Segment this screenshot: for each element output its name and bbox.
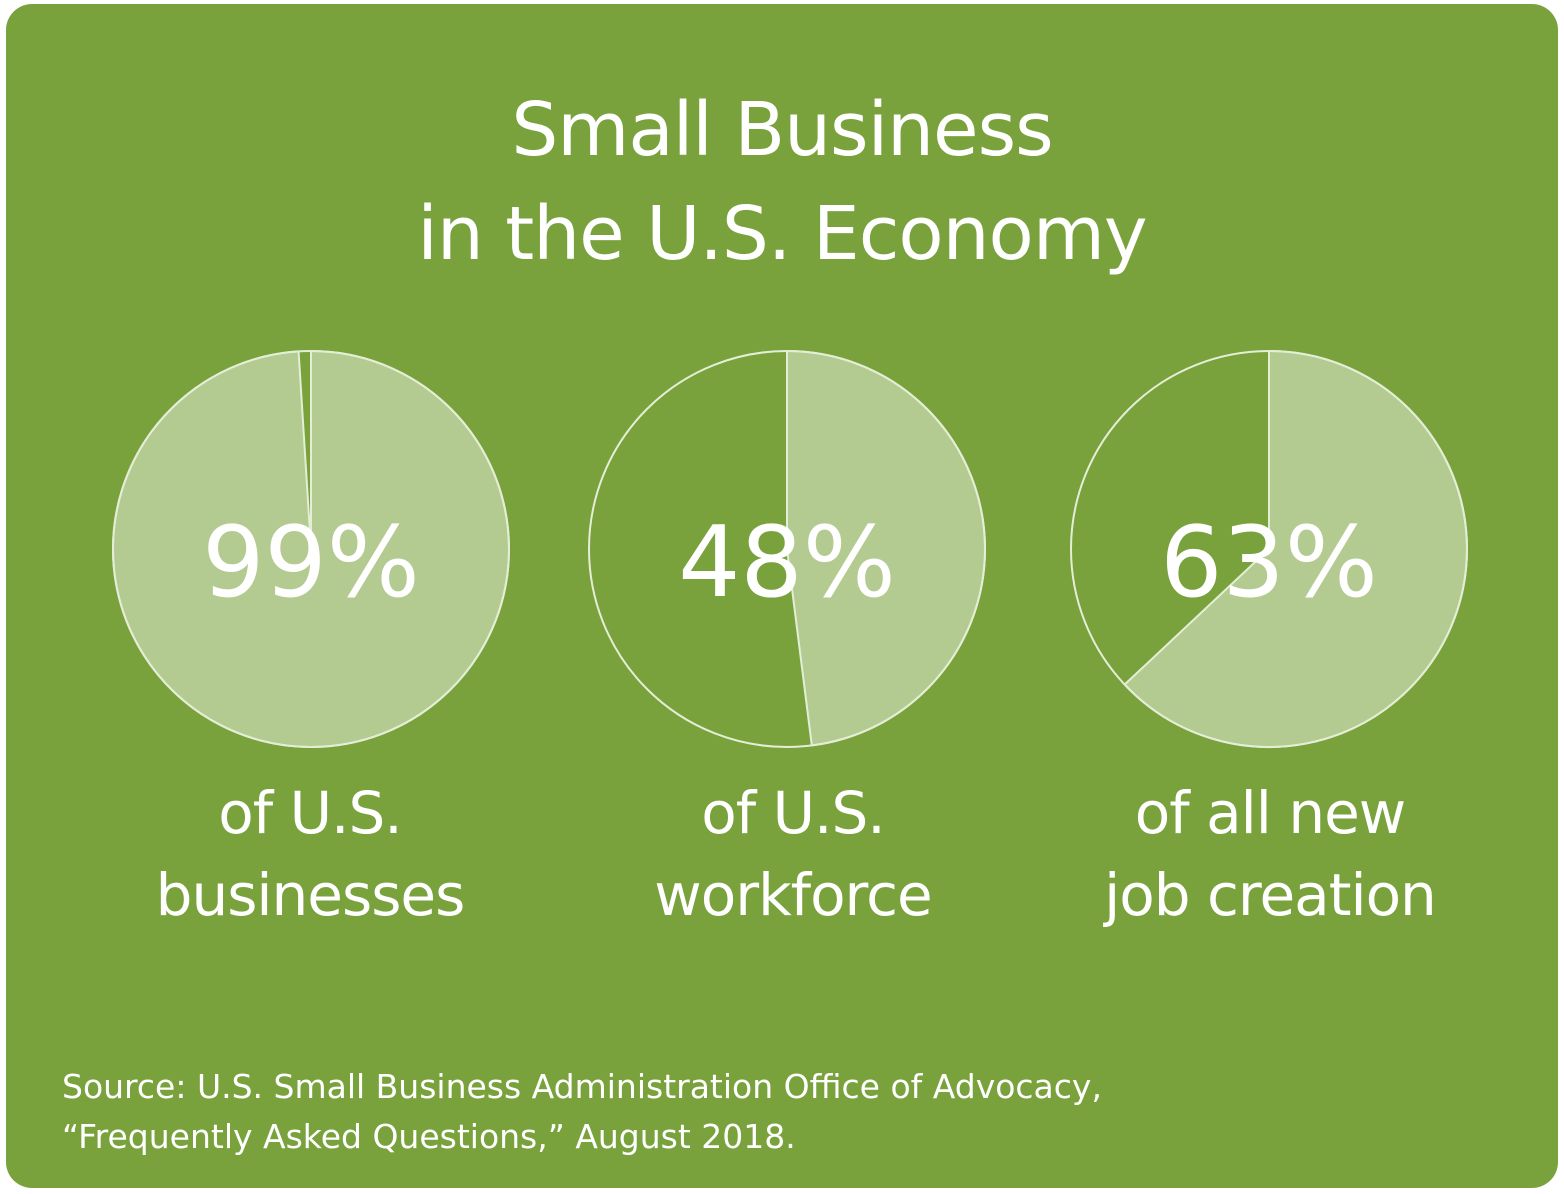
chart-title: Small Business in the U.S. Economy [6, 78, 1558, 286]
pie-job-creation: 63% [1070, 350, 1468, 748]
pie-job-creation-outline [1070, 350, 1468, 748]
source-note: Source: U.S. Small Business Administrati… [62, 1062, 1102, 1162]
infographic-card: Small Business in the U.S. Economy 99% 48… [6, 4, 1558, 1188]
pie-workforce-percent-label: 48% [678, 506, 896, 620]
caption-job-creation-line-2: job creation [1104, 861, 1437, 929]
title-line-1: Small Business [511, 87, 1053, 173]
pie-businesses-percent-label: 99% [202, 506, 420, 620]
pie-businesses: 99% [112, 350, 510, 748]
title-line-2: in the U.S. Economy [417, 191, 1147, 277]
pie-job-creation-percent-label: 63% [1160, 506, 1378, 620]
caption-workforce-line-2: workforce [654, 861, 932, 929]
pie-businesses-outline [112, 350, 510, 748]
source-line-1: Source: U.S. Small Business Administrati… [62, 1067, 1102, 1106]
caption-businesses-line-2: businesses [155, 861, 466, 929]
source-line-2: “Frequently Asked Questions,” August 201… [62, 1117, 796, 1156]
pie-workforce-outline [588, 350, 986, 748]
pie-charts: 99% 48% 63% [112, 350, 1468, 748]
caption-businesses-line-1: of U.S. [218, 779, 402, 847]
pie-workforce: 48% [588, 350, 986, 748]
caption-businesses: of U.S. businesses [90, 772, 530, 936]
caption-workforce: of U.S. workforce [573, 772, 1013, 936]
caption-job-creation-line-1: of all new [1134, 779, 1406, 847]
caption-workforce-line-1: of U.S. [701, 779, 885, 847]
caption-job-creation: of all new job creation [1050, 772, 1490, 936]
